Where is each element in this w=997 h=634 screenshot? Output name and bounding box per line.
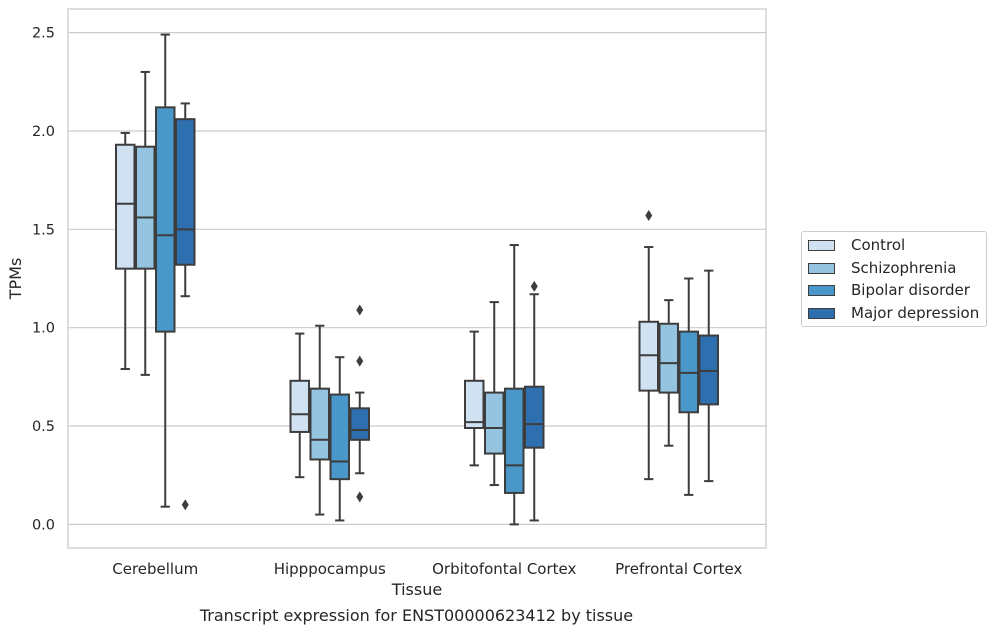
x-axis-label: Tissue — [391, 580, 442, 599]
outlier-point — [356, 304, 364, 316]
legend-label-bipolar-disorder: Bipolar disorder — [851, 281, 970, 299]
box-0-3 — [175, 102, 196, 511]
legend: Control Schizophrenia Bipolar disorder M… — [801, 231, 987, 327]
iqr-box — [524, 385, 545, 449]
outlier-point — [530, 280, 538, 292]
box-0-2 — [155, 33, 176, 508]
x-tick-label: Prefrontal Cortex — [615, 560, 742, 578]
box-3-1 — [658, 299, 679, 447]
box-1-3 — [349, 304, 370, 503]
x-tick-label: Hipppocampus — [274, 560, 386, 578]
iqr-box — [175, 118, 196, 266]
box-0-0 — [115, 131, 136, 370]
y-tick-label: 0.5 — [32, 419, 55, 435]
outlier-point — [181, 499, 189, 511]
box-2-0 — [464, 330, 485, 467]
box-0-1 — [135, 70, 156, 376]
legend-item-control: Control — [808, 235, 905, 255]
legend-swatch-bipolar-disorder — [808, 284, 835, 296]
iqr-box — [309, 387, 330, 461]
box-1-0 — [289, 332, 310, 479]
y-tick-label: 2.0 — [32, 124, 55, 140]
x-tick-label: Cerebellum — [112, 560, 198, 578]
box-3-0 — [638, 210, 659, 481]
box-3-2 — [678, 277, 699, 496]
iqr-box — [135, 145, 156, 270]
legend-swatch-schizophrenia — [808, 262, 835, 274]
legend-swatch-major-depression — [808, 307, 835, 319]
legend-label-major-depression: Major depression — [851, 304, 980, 322]
legend-swatch-control — [808, 239, 835, 251]
y-axis-label: TPMs — [6, 258, 25, 301]
legend-item-bipolar-disorder: Bipolar disorder — [808, 280, 970, 300]
iqr-box — [289, 379, 310, 433]
iqr-box — [155, 106, 176, 333]
iqr-box — [115, 143, 136, 270]
box-1-1 — [309, 324, 330, 516]
legend-item-schizophrenia: Schizophrenia — [808, 258, 956, 278]
outlier-point — [645, 210, 653, 222]
box-1-2 — [329, 356, 350, 522]
y-tick-label: 1.5 — [32, 222, 55, 238]
iqr-box — [349, 407, 370, 441]
box-2-1 — [484, 301, 505, 487]
iqr-box — [504, 387, 525, 494]
legend-label-control: Control — [851, 236, 906, 254]
figure-caption: Transcript expression for ENST0000062341… — [199, 606, 634, 625]
outlier-point — [356, 491, 364, 503]
box-2-3 — [524, 280, 545, 522]
iqr-box — [484, 391, 505, 455]
plot-frame — [67, 8, 767, 549]
x-tick-label: Orbitofontal Cortex — [432, 560, 576, 578]
iqr-box — [658, 322, 679, 394]
y-tick-label: 1.0 — [32, 321, 55, 337]
box-3-3 — [698, 269, 719, 483]
outlier-point — [356, 355, 364, 367]
y-tick-label: 0.0 — [32, 517, 55, 533]
box-2-2 — [504, 244, 525, 526]
iqr-box — [329, 393, 350, 481]
legend-item-major-depression: Major depression — [808, 303, 979, 323]
y-tick-label: 2.5 — [32, 26, 55, 42]
iqr-box — [464, 379, 485, 430]
legend-label-schizophrenia: Schizophrenia — [851, 259, 957, 277]
